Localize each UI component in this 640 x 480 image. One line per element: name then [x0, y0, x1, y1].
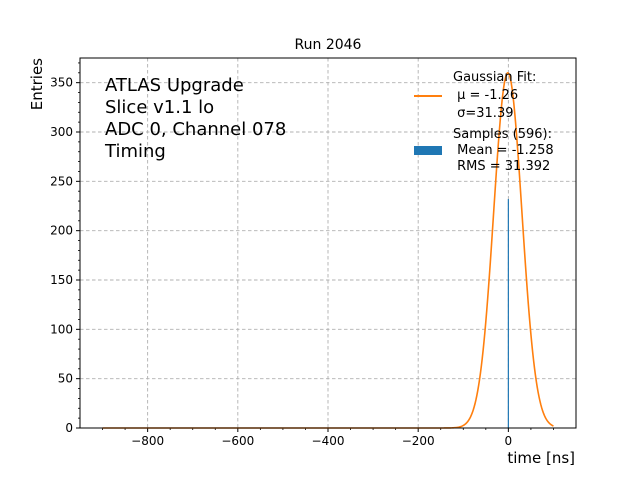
legend: Gaussian Fit: μ = -1.26 σ=31.39 Samples … — [414, 70, 554, 174]
x-tick-label: −600 — [221, 434, 254, 448]
y-tick-label: 300 — [50, 125, 73, 139]
legend-samples-rms: RMS = 31.392 — [453, 159, 550, 174]
histogram-bars — [507, 199, 509, 428]
x-tick-label: −200 — [402, 434, 435, 448]
annotation-line-1: ATLAS Upgrade — [105, 75, 244, 96]
y-tick-label: 50 — [58, 372, 73, 386]
annotation-line-4: Timing — [104, 141, 166, 162]
histogram-bar — [507, 199, 509, 428]
legend-fit-title: Gaussian Fit: — [453, 70, 536, 85]
y-tick-label: 150 — [50, 273, 73, 287]
plot-frame — [79, 57, 577, 429]
y-tick-label: 100 — [50, 322, 73, 336]
legend-samples-swatch — [414, 146, 442, 155]
y-tick-label: 200 — [50, 224, 73, 238]
legend-samples-mean: Mean = -1.258 — [453, 143, 554, 158]
x-tick-label: −800 — [131, 434, 164, 448]
x-axis-label: time [ns] — [507, 449, 575, 467]
annotation-line-2: Slice v1.1 lo — [105, 97, 214, 118]
y-axis-ticks: 0 50 100 150 200 250 300 350 — [50, 62, 80, 435]
legend-fit-sigma: σ=31.39 — [453, 106, 513, 121]
chart-title: Run 2046 — [295, 37, 362, 53]
y-tick-label: 0 — [65, 421, 73, 435]
y-tick-label: 250 — [50, 174, 73, 188]
legend-samples-title: Samples (596): — [453, 127, 552, 142]
y-tick-label: 350 — [50, 76, 73, 90]
x-tick-label: 0 — [505, 434, 513, 448]
annotation-line-3: ADC 0, Channel 078 — [105, 119, 286, 140]
y-axis-label: Entries — [28, 58, 46, 110]
legend-fit-mu: μ = -1.26 — [453, 88, 518, 103]
x-tick-label: −400 — [312, 434, 345, 448]
